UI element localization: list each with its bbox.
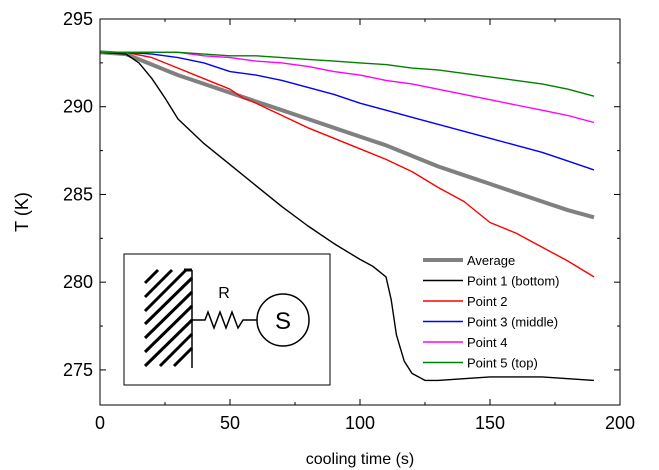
series-line-3 [100,51,595,278]
series-lines [99,50,595,382]
y-axis-label: T (K) [12,192,32,232]
legend-label-4: Point 3 (middle) [467,315,558,330]
x-tick-label: 100 [345,413,375,433]
legend-label-3: Point 2 [467,294,507,309]
series-line-2 [99,51,595,382]
y-axis-ticks: 275 280 285 290 295 [63,9,620,380]
y-tick-label: 275 [63,360,93,380]
legend-label-5: Point 4 [467,335,507,350]
y-tick-label: 290 [63,97,93,117]
legend-label-6: Point 5 (top) [467,356,538,371]
x-tick-label: 0 [95,413,105,433]
x-tick-label: 50 [220,413,240,433]
y-tick-label: 280 [63,272,93,292]
source-label: S [275,308,291,335]
resistor [192,309,258,331]
resistor-label: R [218,285,230,302]
x-axis-ticks: 0 50 100 150 200 [95,19,635,433]
legend-label-2: Point 1 (bottom) [467,274,560,289]
wall-hatch [143,268,194,368]
series-line-1 [99,50,595,220]
inset-schematic: R S [123,253,331,386]
legend: Average Point 1 (bottom) Point 2 Point 3 (m… [423,253,560,371]
x-tick-label: 150 [475,413,505,433]
source-circle [256,293,310,347]
legend-label-1: Average [467,253,515,268]
y-tick-label: 295 [63,9,93,29]
x-axis-label: cooling time (s) [306,451,414,468]
series-line-6 [100,51,595,97]
y-tick-label: 285 [63,184,93,204]
x-tick-label: 200 [605,413,635,433]
series-line-4 [100,51,595,171]
